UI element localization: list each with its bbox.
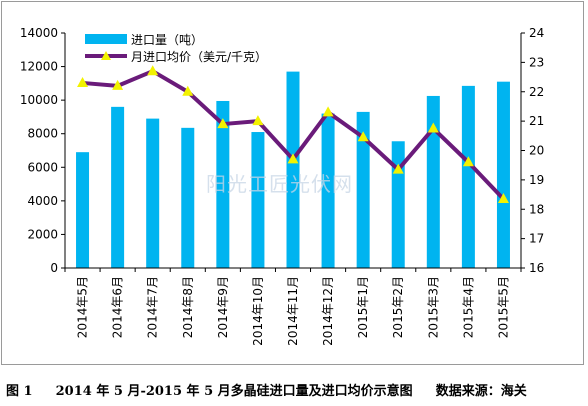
price-marker-9: [357, 131, 369, 142]
line-series: [77, 65, 509, 203]
bar-4: [181, 127, 195, 268]
bar-10: [391, 141, 405, 268]
price-marker-12: [462, 156, 474, 167]
price-marker-1: [77, 76, 89, 87]
watermark: 阳光工匠光伏网: [206, 172, 353, 196]
figure-source: 数据来源：海关: [435, 384, 527, 399]
right-tick-label: 22: [529, 85, 544, 99]
x-tick-label: 2014年9月: [216, 276, 230, 338]
bar-12: [461, 85, 475, 268]
right-tick-label: 16: [529, 261, 544, 275]
bar-8: [321, 113, 335, 268]
left-tick-label: 0: [50, 261, 58, 275]
left-tick-label: 6000: [27, 160, 58, 174]
price-marker-5: [217, 118, 229, 129]
left-tick-label: 8000: [27, 127, 58, 141]
right-axis-ticks: 16 17 18 19 20 21 22 23 24: [521, 26, 544, 275]
legend: 进口量（吨） 月进口均价（美元/千克）: [85, 33, 267, 64]
bar-11: [426, 95, 440, 268]
legend-marker: [101, 51, 111, 60]
right-tick-label: 19: [529, 173, 544, 187]
price-marker-8: [322, 106, 334, 117]
bar-9: [356, 111, 370, 269]
bar-1: [76, 152, 90, 268]
right-tick-label: 18: [529, 202, 544, 216]
legend-bar-swatch: [85, 34, 127, 44]
bar-5: [216, 100, 230, 268]
left-tick-label: 2000: [27, 227, 58, 241]
left-tick-label: 10000: [20, 93, 58, 107]
chart-frame: 0 2000 4000 6000 8000 10000 12000 14000 16 17 18 1…: [1, 1, 584, 365]
left-tick-label: 14000: [20, 26, 58, 40]
right-tick-label: 24: [529, 26, 544, 40]
x-tick-label: 2014年5月: [76, 276, 90, 338]
bar-3: [146, 118, 160, 268]
x-tick-label: 2015年1月: [356, 276, 370, 338]
x-tick-label: 2014年12月: [321, 276, 335, 346]
left-axis-ticks: 0 2000 4000 6000 8000 10000 12000 14000: [20, 26, 65, 275]
bar-6: [251, 132, 265, 268]
figure-caption: 图 1 2014 年 5 月-2015 年 5 月多晶硅进口量及进口均价示意图 …: [6, 380, 527, 399]
legend-line-label: 月进口均价（美元/千克）: [131, 50, 267, 64]
price-marker-13: [497, 192, 509, 203]
x-tick-label: 2015年5月: [496, 276, 510, 338]
bar-series: [76, 71, 510, 269]
x-tick-label: 2014年8月: [181, 276, 195, 338]
legend-bar-label: 进口量（吨）: [131, 33, 203, 47]
price-marker-10: [392, 163, 404, 174]
bar-2: [111, 106, 125, 268]
figure-title: 2014 年 5 月-2015 年 5 月多晶硅进口量及进口均价示意图: [55, 384, 413, 399]
left-tick-label: 12000: [20, 60, 58, 74]
price-marker-4: [182, 85, 194, 96]
right-tick-label: 21: [529, 114, 544, 128]
price-marker-2: [112, 79, 124, 90]
x-tick-label: 2015年4月: [461, 276, 475, 338]
right-tick-label: 20: [529, 144, 544, 158]
left-tick-label: 4000: [27, 194, 58, 208]
right-tick-label: 17: [529, 232, 544, 246]
x-axis-ticks: 2014年5月 2014年6月 2014年7月 2014年8月 2014年9月 2014年…: [76, 276, 511, 346]
price-marker-3: [147, 65, 159, 76]
figure-number: 图 1: [6, 384, 33, 399]
price-marker-7: [287, 153, 299, 164]
price-marker-6: [252, 115, 264, 126]
x-tick-label: 2014年7月: [146, 276, 160, 338]
x-tick-label: 2014年6月: [111, 276, 125, 338]
x-tick-label: 2014年11月: [286, 276, 300, 346]
price-marker-11: [427, 122, 439, 133]
bar-7: [286, 71, 300, 268]
right-tick-label: 23: [529, 55, 544, 69]
x-tick-label: 2015年2月: [391, 276, 405, 338]
x-tick-label: 2014年10月: [251, 276, 265, 346]
x-tick-label: 2015年3月: [426, 276, 440, 338]
bar-13: [496, 81, 510, 268]
